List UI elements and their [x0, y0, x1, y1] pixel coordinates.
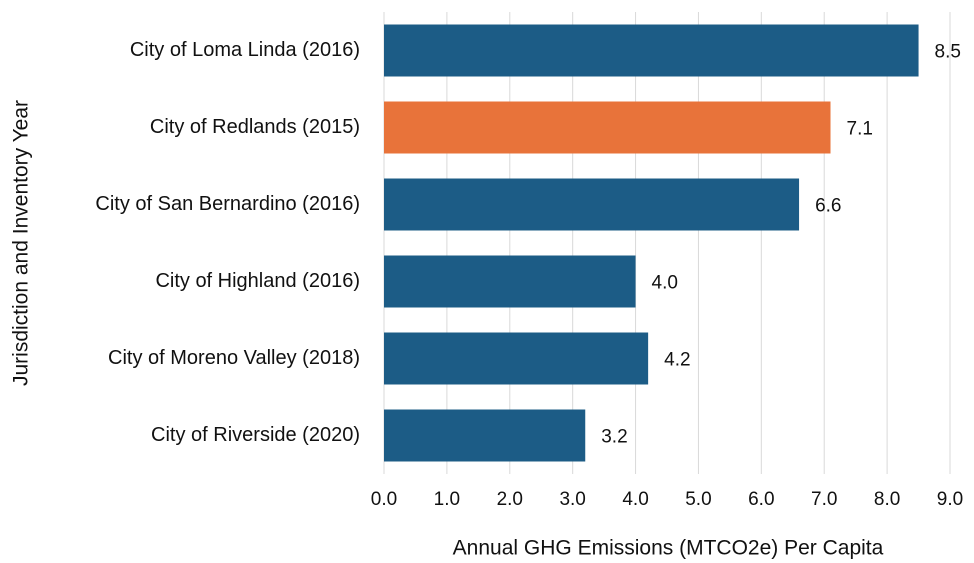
data-label: 3.2	[601, 427, 627, 448]
x-tick-label: 3.0	[559, 489, 585, 510]
y-tick-label: City of Loma Linda (2016)	[130, 39, 360, 61]
bar	[384, 409, 586, 462]
x-tick-label: 6.0	[748, 489, 774, 510]
x-tick-label: 8.0	[874, 489, 900, 510]
data-label: 7.1	[847, 119, 873, 140]
x-tick-label: 9.0	[937, 489, 963, 510]
y-tick-label: City of Redlands (2015)	[150, 116, 360, 138]
data-label: 6.6	[815, 196, 841, 217]
x-tick-label: 0.0	[371, 489, 397, 510]
y-tick-label: City of Moreno Valley (2018)	[108, 347, 360, 369]
data-label: 8.5	[935, 42, 961, 63]
bar	[384, 255, 636, 308]
x-tick-label: 4.0	[622, 489, 648, 510]
x-tick-label: 5.0	[685, 489, 711, 510]
data-label: 4.2	[664, 350, 690, 371]
bar	[384, 101, 831, 154]
y-tick-label: City of Highland (2016)	[155, 270, 360, 292]
x-tick-label: 2.0	[497, 489, 523, 510]
y-tick-label: City of Riverside (2020)	[151, 424, 360, 446]
bar	[384, 332, 649, 385]
y-axis-title: Jurisdiction and Inventory Year	[10, 100, 33, 386]
x-tick-label: 7.0	[811, 489, 837, 510]
y-tick-label: City of San Bernardino (2016)	[95, 193, 360, 215]
data-label: 4.0	[652, 273, 678, 294]
x-tick-label: 1.0	[434, 489, 460, 510]
bar	[384, 24, 919, 77]
x-axis-title: Annual GHG Emissions (MTCO2e) Per Capita	[453, 537, 884, 560]
bar	[384, 178, 800, 231]
